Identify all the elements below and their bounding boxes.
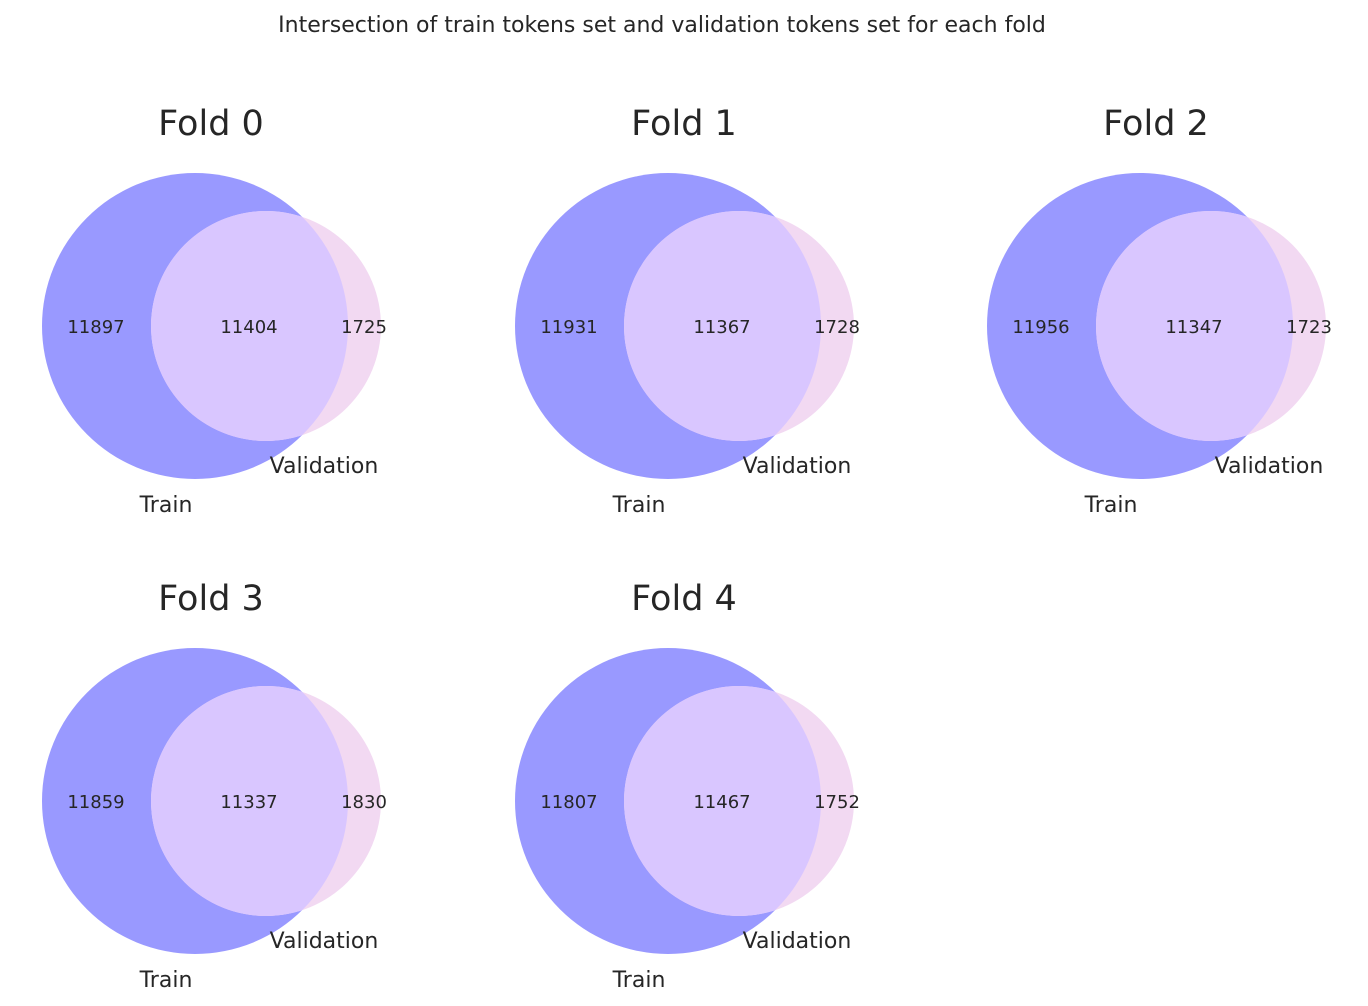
intersection-count: 11347 <box>1165 317 1222 338</box>
train-only-count: 11859 <box>67 792 124 813</box>
intersection-count: 11337 <box>220 792 277 813</box>
intersection-region <box>624 686 821 916</box>
validation-set-label: Validation <box>270 454 379 479</box>
train-only-count: 11897 <box>67 317 124 338</box>
figure-title: Intersection of train tokens set and val… <box>278 13 1046 38</box>
train-set-label: Train <box>612 968 666 993</box>
fold-title: Fold 3 <box>158 579 264 619</box>
train-set-label: Train <box>612 493 666 518</box>
train-set-label: Train <box>1084 493 1138 518</box>
fold-title: Fold 2 <box>1103 104 1209 144</box>
intersection-count: 11367 <box>693 317 750 338</box>
validation-only-count: 1728 <box>814 317 860 338</box>
fold-title: Fold 4 <box>631 579 737 619</box>
train-set-label: Train <box>139 968 193 993</box>
validation-only-count: 1723 <box>1286 317 1332 338</box>
train-only-count: 11807 <box>540 792 597 813</box>
validation-set-label: Validation <box>743 929 852 954</box>
fold-title: Fold 0 <box>158 104 264 144</box>
intersection-region <box>624 211 821 441</box>
intersection-region <box>1096 211 1293 441</box>
validation-only-count: 1725 <box>341 317 387 338</box>
venn-panel-fold-4: Fold 4 11807 11467 1752 Train Validation <box>515 579 860 993</box>
intersection-count: 11467 <box>693 792 750 813</box>
venn-panel-fold-3: Fold 3 11859 11337 1830 Train Validation <box>42 579 387 993</box>
validation-set-label: Validation <box>743 454 852 479</box>
validation-set-label: Validation <box>270 929 379 954</box>
train-only-count: 11956 <box>1012 317 1069 338</box>
intersection-region <box>151 211 348 441</box>
venn-panel-fold-1: Fold 1 11931 11367 1728 Train Validation <box>515 104 860 518</box>
validation-only-count: 1752 <box>814 792 860 813</box>
fold-title: Fold 1 <box>631 104 737 144</box>
train-only-count: 11931 <box>540 317 597 338</box>
validation-only-count: 1830 <box>341 792 387 813</box>
train-set-label: Train <box>139 493 193 518</box>
validation-set-label: Validation <box>1215 454 1324 479</box>
intersection-region <box>151 686 348 916</box>
venn-panel-fold-0: Fold 0 11897 11404 1725 Train Validation <box>42 104 387 518</box>
venn-panel-fold-2: Fold 2 11956 11347 1723 Train Validation <box>987 104 1332 518</box>
intersection-count: 11404 <box>220 317 277 338</box>
